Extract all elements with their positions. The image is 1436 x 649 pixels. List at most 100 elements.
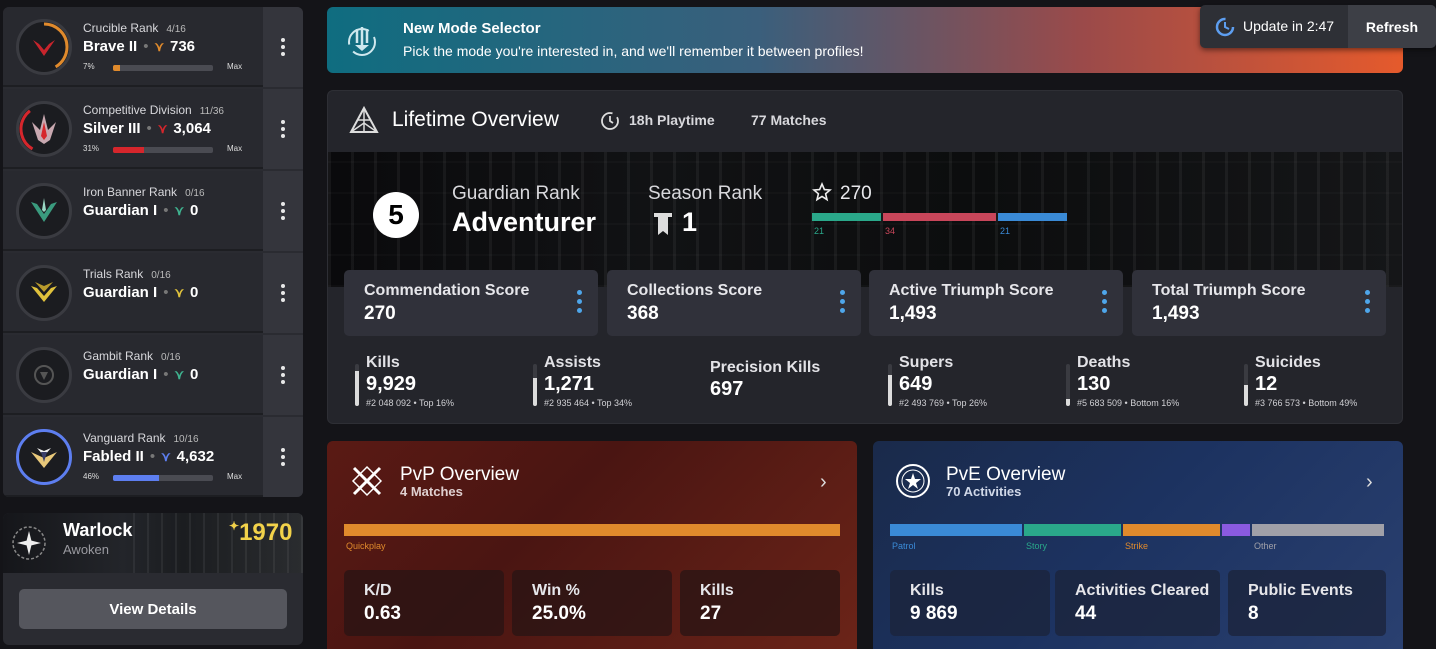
more-icon[interactable] bbox=[577, 290, 582, 313]
rank-points-icon: ⋎ bbox=[161, 448, 171, 464]
stat-rank: #2 048 092 • Top 16% bbox=[366, 398, 455, 408]
stat-label: Supers bbox=[899, 354, 954, 371]
pvp-overview-panel[interactable]: PvP Overview 4 Matches › Quickplay K/D 0… bbox=[327, 441, 857, 649]
rank-max: Max bbox=[227, 144, 243, 153]
commendation-segment-value: 21 bbox=[814, 226, 825, 236]
rank-menu-button[interactable] bbox=[263, 417, 303, 497]
rank-points-icon: ⋎ bbox=[174, 284, 184, 300]
score-value: 1,493 bbox=[889, 303, 937, 324]
rank-competitive[interactable]: Competitive Division 11/36 Silver III • ⋎ 3,… bbox=[3, 89, 303, 169]
rank-percent: 31% bbox=[83, 144, 100, 153]
rank-menu-button[interactable] bbox=[263, 171, 303, 251]
stat-value: 130 bbox=[1077, 373, 1111, 395]
rank-menu-button[interactable] bbox=[263, 89, 303, 169]
character-class: Warlock bbox=[63, 520, 133, 540]
pve-activity-breakdown: Patrol Story Strike Other bbox=[890, 441, 1386, 561]
guardian-rank-label: Guardian Rank bbox=[452, 183, 580, 204]
lifetime-overview-panel: Lifetime Overview 18h Playtime 77 Matche… bbox=[327, 90, 1403, 424]
pve-overview-panel[interactable]: PvE Overview 70 Activities › Patrol Story… bbox=[873, 441, 1403, 649]
stat-label: Assists bbox=[544, 354, 601, 371]
rank-points-icon: ⋎ bbox=[174, 202, 184, 218]
rank-name: Guardian I bbox=[83, 202, 158, 219]
character-power: 1970 bbox=[239, 519, 293, 546]
rank-iron-banner[interactable]: Iron Banner Rank 0/16 Guardian I • ⋎ 0 bbox=[3, 171, 303, 251]
stat-value: 9 869 bbox=[910, 603, 958, 624]
rank-menu-button[interactable] bbox=[263, 335, 303, 415]
score-label: Collections Score bbox=[627, 282, 763, 299]
pve-activity-segment bbox=[1123, 524, 1220, 536]
pve-activity-segment bbox=[890, 524, 1022, 536]
guardian-rank-name: Adventurer bbox=[452, 207, 597, 237]
rank-percent: 46% bbox=[83, 472, 100, 481]
crucible-emblem-icon bbox=[16, 19, 72, 75]
commendation-segment bbox=[812, 213, 881, 221]
mode-selector-icon bbox=[345, 23, 379, 57]
score-value: 368 bbox=[627, 303, 659, 324]
season-rank: 1 bbox=[682, 207, 698, 237]
rank-title: Iron Banner Rank bbox=[83, 185, 178, 199]
lifetime-title: Lifetime Overview bbox=[392, 108, 559, 131]
rank-trials[interactable]: Trials Rank 0/16 Guardian I • ⋎ 0 bbox=[3, 253, 303, 333]
banner-text: Pick the mode you're interested in, and … bbox=[403, 43, 864, 59]
pvp-stat-kd: K/D 0.63 bbox=[344, 570, 504, 636]
pve-stat-kills: Kills 9 869 bbox=[890, 570, 1050, 636]
update-countdown: Update in 2:47 bbox=[1243, 18, 1335, 34]
pvp-subtitle: 4 Matches bbox=[400, 484, 463, 499]
stat-value: 25.0% bbox=[532, 603, 586, 624]
stat-rank: #2 493 769 • Top 26% bbox=[899, 398, 988, 408]
rank-count: 0/16 bbox=[151, 270, 171, 281]
stat-percentile-bar bbox=[1066, 364, 1070, 406]
gambit-emblem-icon bbox=[16, 347, 72, 403]
stat-value: 44 bbox=[1075, 603, 1097, 624]
power-icon: ✦ bbox=[229, 519, 240, 533]
view-details-button[interactable]: View Details bbox=[19, 589, 287, 629]
rank-name: Fabled II bbox=[83, 448, 144, 465]
pve-activity-label: Patrol bbox=[892, 541, 916, 551]
stat-label: Kills bbox=[366, 354, 400, 371]
stat-percentile-bar bbox=[888, 364, 892, 406]
rank-points: 4,632 bbox=[176, 448, 215, 465]
more-icon[interactable] bbox=[1365, 290, 1370, 313]
guardian-rank-band: 5 Guardian Rank Adventurer Season Rank 1… bbox=[328, 152, 1402, 287]
pve-subtitle: 70 Activities bbox=[946, 484, 1022, 499]
score-card-total-triumph[interactable]: Total Triumph Score 1,493 bbox=[1132, 270, 1386, 336]
score-card-commendation[interactable]: Commendation Score 270 bbox=[344, 270, 598, 336]
stat-value: 8 bbox=[1248, 603, 1259, 624]
commendation-segment bbox=[998, 213, 1067, 221]
rank-progress-bar bbox=[113, 65, 213, 71]
rank-vanguard[interactable]: Vanguard Rank 10/16 Fabled II • ⋎ 4,632 46% M… bbox=[3, 417, 303, 497]
pve-stat-public-events: Public Events 8 bbox=[1228, 570, 1386, 636]
pve-activity-label: Strike bbox=[1125, 541, 1149, 551]
refresh-button[interactable]: Refresh bbox=[1348, 5, 1436, 48]
stat-value: 1,271 bbox=[544, 373, 595, 395]
rank-title: Vanguard Rank bbox=[83, 431, 166, 445]
rank-menu-button[interactable] bbox=[263, 7, 303, 87]
chevron-right-icon[interactable]: › bbox=[1366, 471, 1373, 493]
match-count: 77 Matches bbox=[751, 112, 827, 128]
score-card-active-triumph[interactable]: Active Triumph Score 1,493 bbox=[869, 270, 1123, 336]
score-card-collections[interactable]: Collections Score 368 bbox=[607, 270, 861, 336]
rank-points-icon: ⋎ bbox=[157, 120, 168, 136]
commendation-breakdown: 21 34 21 bbox=[812, 213, 1068, 239]
rank-count: 11/36 bbox=[199, 106, 224, 117]
kebab-icon bbox=[281, 448, 285, 466]
rank-list: Crucible Rank 4/16 Brave II • ⋎ 736 7% Max Co… bbox=[3, 7, 303, 497]
rank-name: Guardian I bbox=[83, 284, 158, 301]
rank-gambit[interactable]: Gambit Rank 0/16 Guardian I • ⋎ 0 bbox=[3, 335, 303, 415]
stat-rank: #5 683 509 • Bottom 16% bbox=[1077, 398, 1180, 408]
commendation-total: 270 bbox=[840, 183, 872, 204]
chevron-right-icon[interactable]: › bbox=[820, 471, 827, 493]
score-label: Commendation Score bbox=[364, 282, 530, 299]
rank-menu-button[interactable] bbox=[263, 253, 303, 333]
more-icon[interactable] bbox=[840, 290, 845, 313]
season-pass-icon bbox=[652, 211, 674, 237]
stat-value: 0.63 bbox=[364, 603, 401, 624]
rank-crucible[interactable]: Crucible Rank 4/16 Brave II • ⋎ 736 7% Max bbox=[3, 7, 303, 87]
rank-points: 0 bbox=[189, 284, 199, 301]
stat-supers: Supers 649 #2 493 769 • Top 26% bbox=[888, 354, 1058, 410]
stat-label: Deaths bbox=[1077, 354, 1131, 371]
clock-icon bbox=[600, 111, 620, 131]
warlock-emblem-icon bbox=[9, 523, 49, 563]
rank-points: 0 bbox=[189, 366, 199, 383]
more-icon[interactable] bbox=[1102, 290, 1107, 313]
